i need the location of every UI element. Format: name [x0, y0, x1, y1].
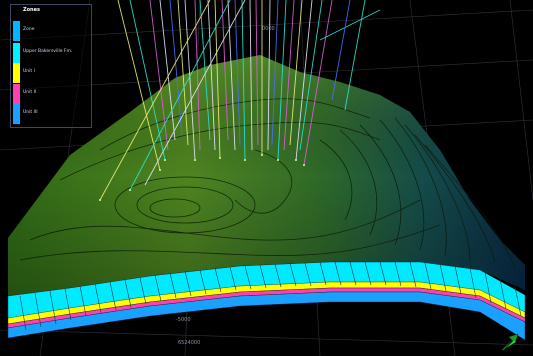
- axis-label-bottom: 6524000: [178, 340, 201, 346]
- legend-swatch: [13, 21, 20, 41]
- legend-title: Zones: [23, 7, 40, 13]
- legend-swatch: [13, 43, 20, 63]
- legend-label: Upper Bakersville Fm.: [23, 49, 73, 54]
- fence-panel-dividers: [19, 261, 522, 331]
- well-trajectories: [99, 0, 381, 201]
- legend-label: Unit I: [23, 69, 35, 74]
- legend-item-unit-i: Unit I: [13, 63, 91, 83]
- legend-item-upper-bakersville: Upper Bakersville Fm.: [13, 43, 91, 63]
- legend-label: Zone: [23, 27, 35, 32]
- legend-swatch: [13, 84, 20, 104]
- axis-label-bottom-left: -5000: [176, 317, 191, 323]
- terrain-surface: [8, 55, 525, 296]
- axis-label-top: 0000: [262, 26, 275, 32]
- green-arrow-navigation-icon[interactable]: [500, 330, 522, 352]
- legend-item-zone: Zone: [13, 21, 91, 41]
- legend-item-unit-ii: Unit II: [13, 84, 91, 104]
- zones-legend: Zones Zone Upper Bakersville Fm. Unit I …: [10, 4, 92, 128]
- legend-item-unit-iii: Unit III: [13, 104, 91, 124]
- contour-lines: [19, 98, 516, 269]
- legend-label: Unit III: [23, 110, 38, 115]
- legend-swatch: [13, 63, 20, 83]
- legend-label: Unit II: [23, 90, 37, 95]
- zone-fence-panels: [7, 261, 526, 341]
- legend-swatch: [13, 104, 20, 124]
- well-tips: [99, 154, 305, 201]
